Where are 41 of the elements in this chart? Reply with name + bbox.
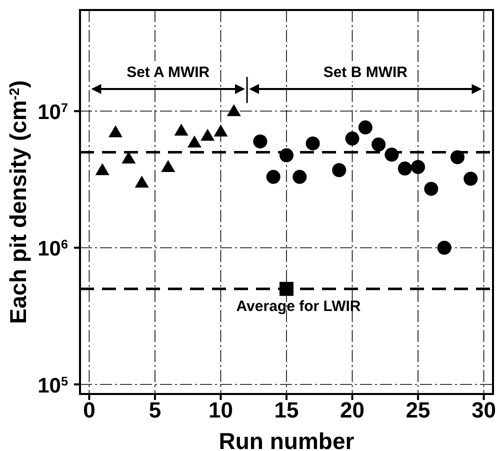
point: [332, 163, 346, 178]
y-tick-label: 10$^{7}$: [38, 101, 68, 124]
point: [306, 136, 320, 150]
y-tick-label: 10$^{5}$: [38, 374, 68, 398]
annotation: Set A MWIR: [126, 64, 210, 81]
point: [161, 160, 176, 172]
x-tick-label: 15: [274, 398, 299, 423]
ref-line-label: Average for LWIR: [236, 298, 361, 315]
point: [226, 104, 241, 116]
x-tick-label: 5: [148, 398, 162, 423]
point: [266, 170, 280, 184]
point: [345, 132, 360, 146]
point: [134, 176, 149, 188]
point: [280, 282, 294, 296]
point: [372, 137, 386, 152]
point: [174, 124, 188, 136]
point: [122, 152, 136, 164]
point: [253, 134, 268, 148]
point: [411, 160, 426, 174]
x-tick-label: 25: [406, 398, 430, 423]
annotation: Set B MWIR: [323, 64, 408, 81]
x-tick-label: 0: [83, 398, 96, 423]
point: [464, 172, 478, 186]
point: [292, 170, 307, 184]
point: [437, 240, 452, 255]
point: [187, 135, 202, 148]
point: [280, 148, 294, 162]
point: [384, 148, 399, 162]
x-tick-label: 20: [340, 398, 365, 423]
y-tick-label: 10$^{6}$: [38, 238, 68, 261]
x-tick-label: 10: [208, 398, 233, 423]
x-tick-label: 30: [472, 398, 496, 423]
point: [450, 150, 464, 164]
point: [95, 163, 110, 176]
point: [398, 162, 412, 176]
point: [108, 125, 123, 138]
point: [200, 128, 215, 141]
x-axis-title: Run number: [218, 428, 354, 451]
point: [424, 182, 438, 196]
point: [214, 124, 228, 136]
point: [358, 120, 372, 134]
